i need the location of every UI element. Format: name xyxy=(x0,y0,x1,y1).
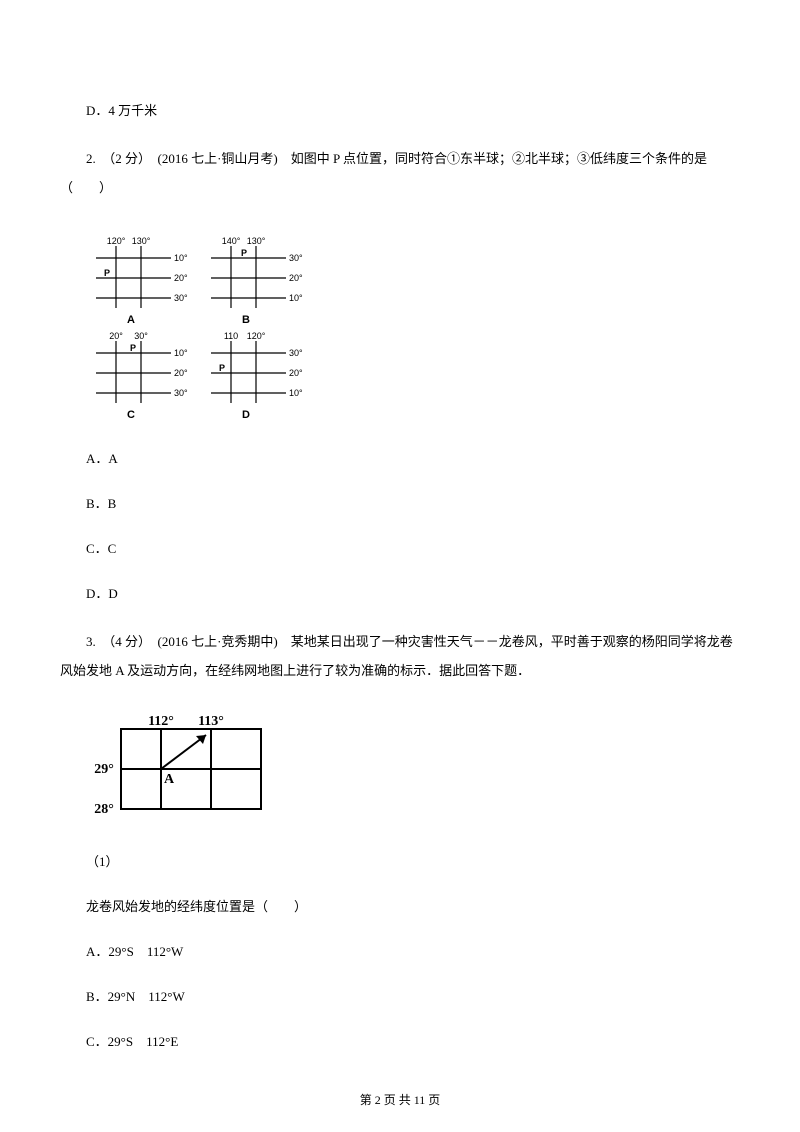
q2-option-c: C．C xyxy=(86,538,740,557)
q2-option-b: B．B xyxy=(86,493,740,512)
q2-figure: 120° 130° 10° 20° 30° P A 140° 130° 30° … xyxy=(86,228,740,428)
svg-text:A: A xyxy=(127,314,135,326)
q1-option-d: D．4 万千米 xyxy=(86,100,740,119)
svg-text:30°: 30° xyxy=(174,293,188,303)
svg-text:110: 110 xyxy=(224,331,238,341)
svg-text:30°: 30° xyxy=(174,388,188,398)
svg-text:A: A xyxy=(164,772,175,787)
svg-text:30°: 30° xyxy=(134,331,148,341)
svg-text:10°: 10° xyxy=(174,253,188,263)
q3-sub1-question: 龙卷风始发地的经纬度位置是（ ） xyxy=(86,896,740,915)
q3-figure: 112° 113° 29° 28° A xyxy=(86,711,740,831)
svg-text:30°: 30° xyxy=(289,253,303,263)
q2-option-d: D．D xyxy=(86,583,740,602)
svg-text:140°: 140° xyxy=(222,236,241,246)
svg-text:10°: 10° xyxy=(174,348,188,358)
svg-text:30°: 30° xyxy=(289,348,303,358)
svg-text:113°: 113° xyxy=(198,714,224,729)
svg-text:20°: 20° xyxy=(109,331,123,341)
q3-option-a: A．29°S 112°W xyxy=(86,941,740,960)
svg-text:120°: 120° xyxy=(107,236,126,246)
svg-text:130°: 130° xyxy=(247,236,266,246)
page-footer: 第 2 页 共 11 页 xyxy=(0,1091,800,1108)
svg-text:P: P xyxy=(104,268,110,278)
q3-option-b: B．29°N 112°W xyxy=(86,986,740,1005)
q3-prompt: 3. （4 分） (2016 七上·竞秀期中) 某地某日出现了一种灾害性天气－－… xyxy=(60,628,740,685)
svg-text:P: P xyxy=(219,363,225,373)
svg-text:20°: 20° xyxy=(174,273,188,283)
svg-text:10°: 10° xyxy=(289,293,303,303)
svg-text:28°: 28° xyxy=(94,802,114,817)
svg-text:P: P xyxy=(241,248,247,258)
svg-text:29°: 29° xyxy=(94,762,114,777)
svg-text:130°: 130° xyxy=(132,236,151,246)
svg-text:P: P xyxy=(130,343,136,353)
svg-text:20°: 20° xyxy=(289,368,303,378)
svg-text:B: B xyxy=(242,314,250,326)
svg-text:20°: 20° xyxy=(174,368,188,378)
q2-option-a: A．A xyxy=(86,448,740,467)
svg-text:10°: 10° xyxy=(289,388,303,398)
svg-text:120°: 120° xyxy=(247,331,266,341)
svg-text:112°: 112° xyxy=(148,714,174,729)
svg-text:C: C xyxy=(127,409,135,421)
q3-option-c: C．29°S 112°E xyxy=(86,1031,740,1050)
svg-text:D: D xyxy=(242,409,250,421)
q3-sub1-number: （1） xyxy=(86,851,740,870)
q2-prompt: 2. （2 分） (2016 七上·铜山月考) 如图中 P 点位置，同时符合①东… xyxy=(60,145,740,202)
svg-text:20°: 20° xyxy=(289,273,303,283)
